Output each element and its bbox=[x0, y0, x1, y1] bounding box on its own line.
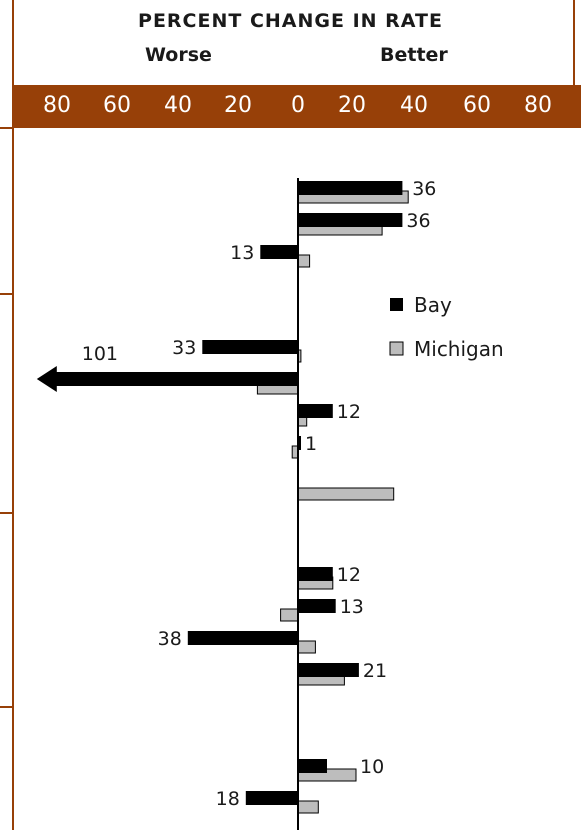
direction-label-better: Better bbox=[380, 44, 448, 66]
direction-label-worse: Worse bbox=[145, 44, 212, 66]
bar-bay bbox=[202, 340, 298, 354]
legend-swatch-michigan bbox=[389, 341, 404, 356]
legend-label-bay: Bay bbox=[414, 293, 452, 317]
data-label: 101 bbox=[82, 343, 118, 365]
data-label: 36 bbox=[406, 210, 430, 232]
bar-michigan bbox=[297, 640, 316, 654]
data-label: 12 bbox=[337, 401, 361, 423]
data-label: 36 bbox=[412, 178, 436, 200]
bar-bay bbox=[298, 663, 359, 677]
bar-bay bbox=[298, 599, 336, 613]
data-label: 18 bbox=[216, 788, 240, 810]
x-tick-label: 20 bbox=[338, 93, 366, 118]
bar-bay bbox=[298, 759, 327, 773]
bar-bay bbox=[245, 791, 298, 805]
bar-michigan bbox=[280, 608, 299, 622]
bar-bay bbox=[298, 181, 403, 195]
x-tick-label: 40 bbox=[400, 93, 428, 118]
section-separator bbox=[0, 293, 12, 295]
bar-bay bbox=[187, 631, 298, 645]
x-tick-label: 60 bbox=[103, 93, 131, 118]
left-border-line bbox=[12, 0, 14, 830]
data-label: 1 bbox=[305, 433, 317, 455]
bar-michigan bbox=[297, 254, 311, 268]
legend-swatch-bay bbox=[390, 298, 403, 311]
section-separator bbox=[0, 127, 12, 129]
bar-bay bbox=[260, 245, 298, 259]
data-label: 12 bbox=[337, 564, 361, 586]
x-tick-label: 0 bbox=[291, 93, 305, 118]
right-border-line bbox=[573, 0, 575, 85]
bar-michigan bbox=[297, 487, 395, 501]
bar-michigan bbox=[297, 800, 319, 814]
bar-bay bbox=[298, 567, 333, 581]
x-tick-label: 20 bbox=[224, 93, 252, 118]
x-tick-label: 60 bbox=[463, 93, 491, 118]
axis-band bbox=[12, 85, 581, 128]
data-label: 13 bbox=[340, 596, 364, 618]
chart-title: PERCENT CHANGE IN RATE bbox=[138, 10, 443, 32]
data-label: 21 bbox=[363, 660, 387, 682]
section-separator bbox=[0, 512, 12, 514]
x-tick-label: 80 bbox=[524, 93, 552, 118]
bar-bay bbox=[298, 436, 301, 450]
data-label: 38 bbox=[158, 628, 182, 650]
section-separator bbox=[0, 706, 12, 708]
data-label: 33 bbox=[172, 337, 196, 359]
bar-bay bbox=[298, 213, 403, 227]
data-label: 13 bbox=[230, 242, 254, 264]
data-label: 10 bbox=[360, 756, 384, 778]
x-tick-label: 40 bbox=[164, 93, 192, 118]
x-tick-label: 80 bbox=[43, 93, 71, 118]
bar-bay bbox=[298, 404, 333, 418]
legend-label-michigan: Michigan bbox=[414, 337, 504, 361]
bar-bay-arrow bbox=[36, 366, 299, 392]
